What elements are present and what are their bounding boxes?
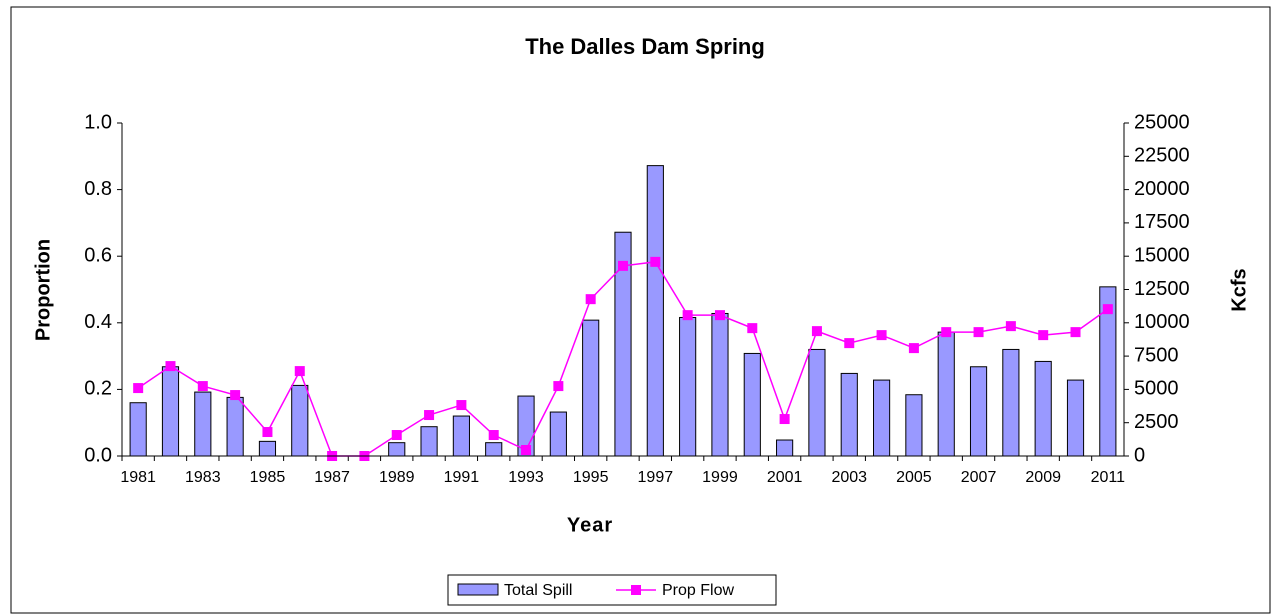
marker (133, 383, 144, 394)
x-tick-label: 1981 (120, 469, 156, 486)
marker (1038, 330, 1049, 341)
marker (488, 430, 499, 441)
y-tick-label: 1.0 (84, 111, 112, 133)
bar (258, 440, 277, 457)
marker (456, 400, 467, 411)
y2-tick-label: 2500 (1134, 411, 1179, 433)
bar (129, 402, 147, 457)
chart-title: The Dalles Dam Spring (525, 34, 765, 59)
x-tick-label: 1999 (702, 469, 738, 486)
y2-tick-label: 10000 (1134, 311, 1190, 333)
marker (714, 310, 725, 321)
marker (1070, 327, 1081, 338)
y2-tick-label: 0 (1134, 444, 1145, 466)
marker (165, 361, 176, 372)
marker (811, 326, 822, 337)
marker (876, 330, 887, 341)
marker (230, 390, 241, 401)
bar (549, 411, 567, 457)
y2-tick-label: 17500 (1134, 211, 1190, 233)
bar (808, 348, 826, 457)
marker (844, 338, 855, 349)
marker (521, 445, 532, 456)
bar (743, 352, 761, 457)
y-tick-label: 0.2 (84, 378, 112, 400)
bar (291, 384, 309, 457)
y2-tick-label: 7500 (1134, 344, 1179, 366)
x-tick-label: 1987 (314, 469, 350, 486)
marker (262, 427, 273, 438)
bar (485, 442, 503, 457)
y-tick-label: 0.8 (84, 178, 112, 200)
y-axis-label: Proportion (32, 239, 54, 341)
x-tick-label: 2003 (831, 469, 867, 486)
marker (650, 256, 661, 267)
bar (388, 442, 406, 457)
y2-axis-label: Kcfs (1228, 268, 1250, 311)
marker (553, 381, 564, 392)
y-tick-label: 0.0 (84, 444, 112, 466)
bar (1034, 360, 1052, 457)
marker (294, 366, 305, 377)
legend-swatch (457, 583, 499, 596)
marker (941, 327, 952, 338)
x-tick-label: 1989 (379, 469, 415, 486)
x-axis-label: Year (567, 514, 613, 536)
x-tick-label: 1985 (250, 469, 286, 486)
marker (1005, 321, 1016, 332)
marker (391, 430, 402, 441)
x-tick-label: 2005 (896, 469, 932, 486)
legend-box (447, 574, 777, 606)
bar (840, 372, 858, 457)
x-tick-label: 1991 (444, 469, 480, 486)
y2-tick-label: 22500 (1134, 145, 1190, 167)
marker (779, 414, 790, 425)
y2-tick-label: 15000 (1134, 244, 1190, 266)
bar (905, 394, 923, 457)
bar (582, 319, 600, 457)
marker (585, 294, 596, 305)
marker (197, 381, 208, 392)
marker (618, 260, 628, 271)
y2-tick-label: 12500 (1134, 278, 1190, 300)
bar (646, 165, 664, 457)
bar (226, 396, 244, 457)
x-tick-label: 2009 (1025, 469, 1061, 486)
bar (873, 379, 891, 457)
y2-tick-label: 5000 (1134, 378, 1179, 400)
bar (1066, 379, 1085, 457)
x-tick-label: 2007 (961, 469, 997, 486)
marker (424, 410, 435, 421)
legend-label: Prop Flow (662, 582, 734, 599)
legend-label: Total Spill (504, 582, 572, 599)
marker (682, 310, 693, 321)
bar (161, 366, 180, 457)
y2-tick-label: 25000 (1134, 111, 1190, 133)
bar (711, 312, 729, 457)
y2-tick-label: 20000 (1134, 178, 1190, 200)
y-tick-label: 0.6 (84, 244, 112, 266)
bar (420, 426, 438, 457)
y-tick-label: 0.4 (84, 311, 112, 333)
x-tick-label: 1995 (573, 469, 609, 486)
legend-swatch (631, 585, 641, 595)
marker (973, 327, 984, 338)
x-tick-label: 1993 (508, 469, 544, 486)
bar (969, 366, 988, 457)
bar (679, 316, 697, 457)
x-tick-label: 2001 (767, 469, 803, 486)
x-tick-label: 2011 (1091, 469, 1126, 486)
marker (1102, 304, 1113, 315)
x-tick-label: 1997 (638, 469, 674, 486)
x-tick-label: 1983 (185, 469, 221, 486)
bar (452, 415, 470, 457)
marker (908, 343, 919, 354)
bar (1002, 348, 1020, 457)
bar (194, 391, 212, 457)
chart-frame (10, 6, 1271, 614)
bar (776, 439, 794, 457)
marker (747, 323, 758, 334)
bar (937, 331, 955, 457)
